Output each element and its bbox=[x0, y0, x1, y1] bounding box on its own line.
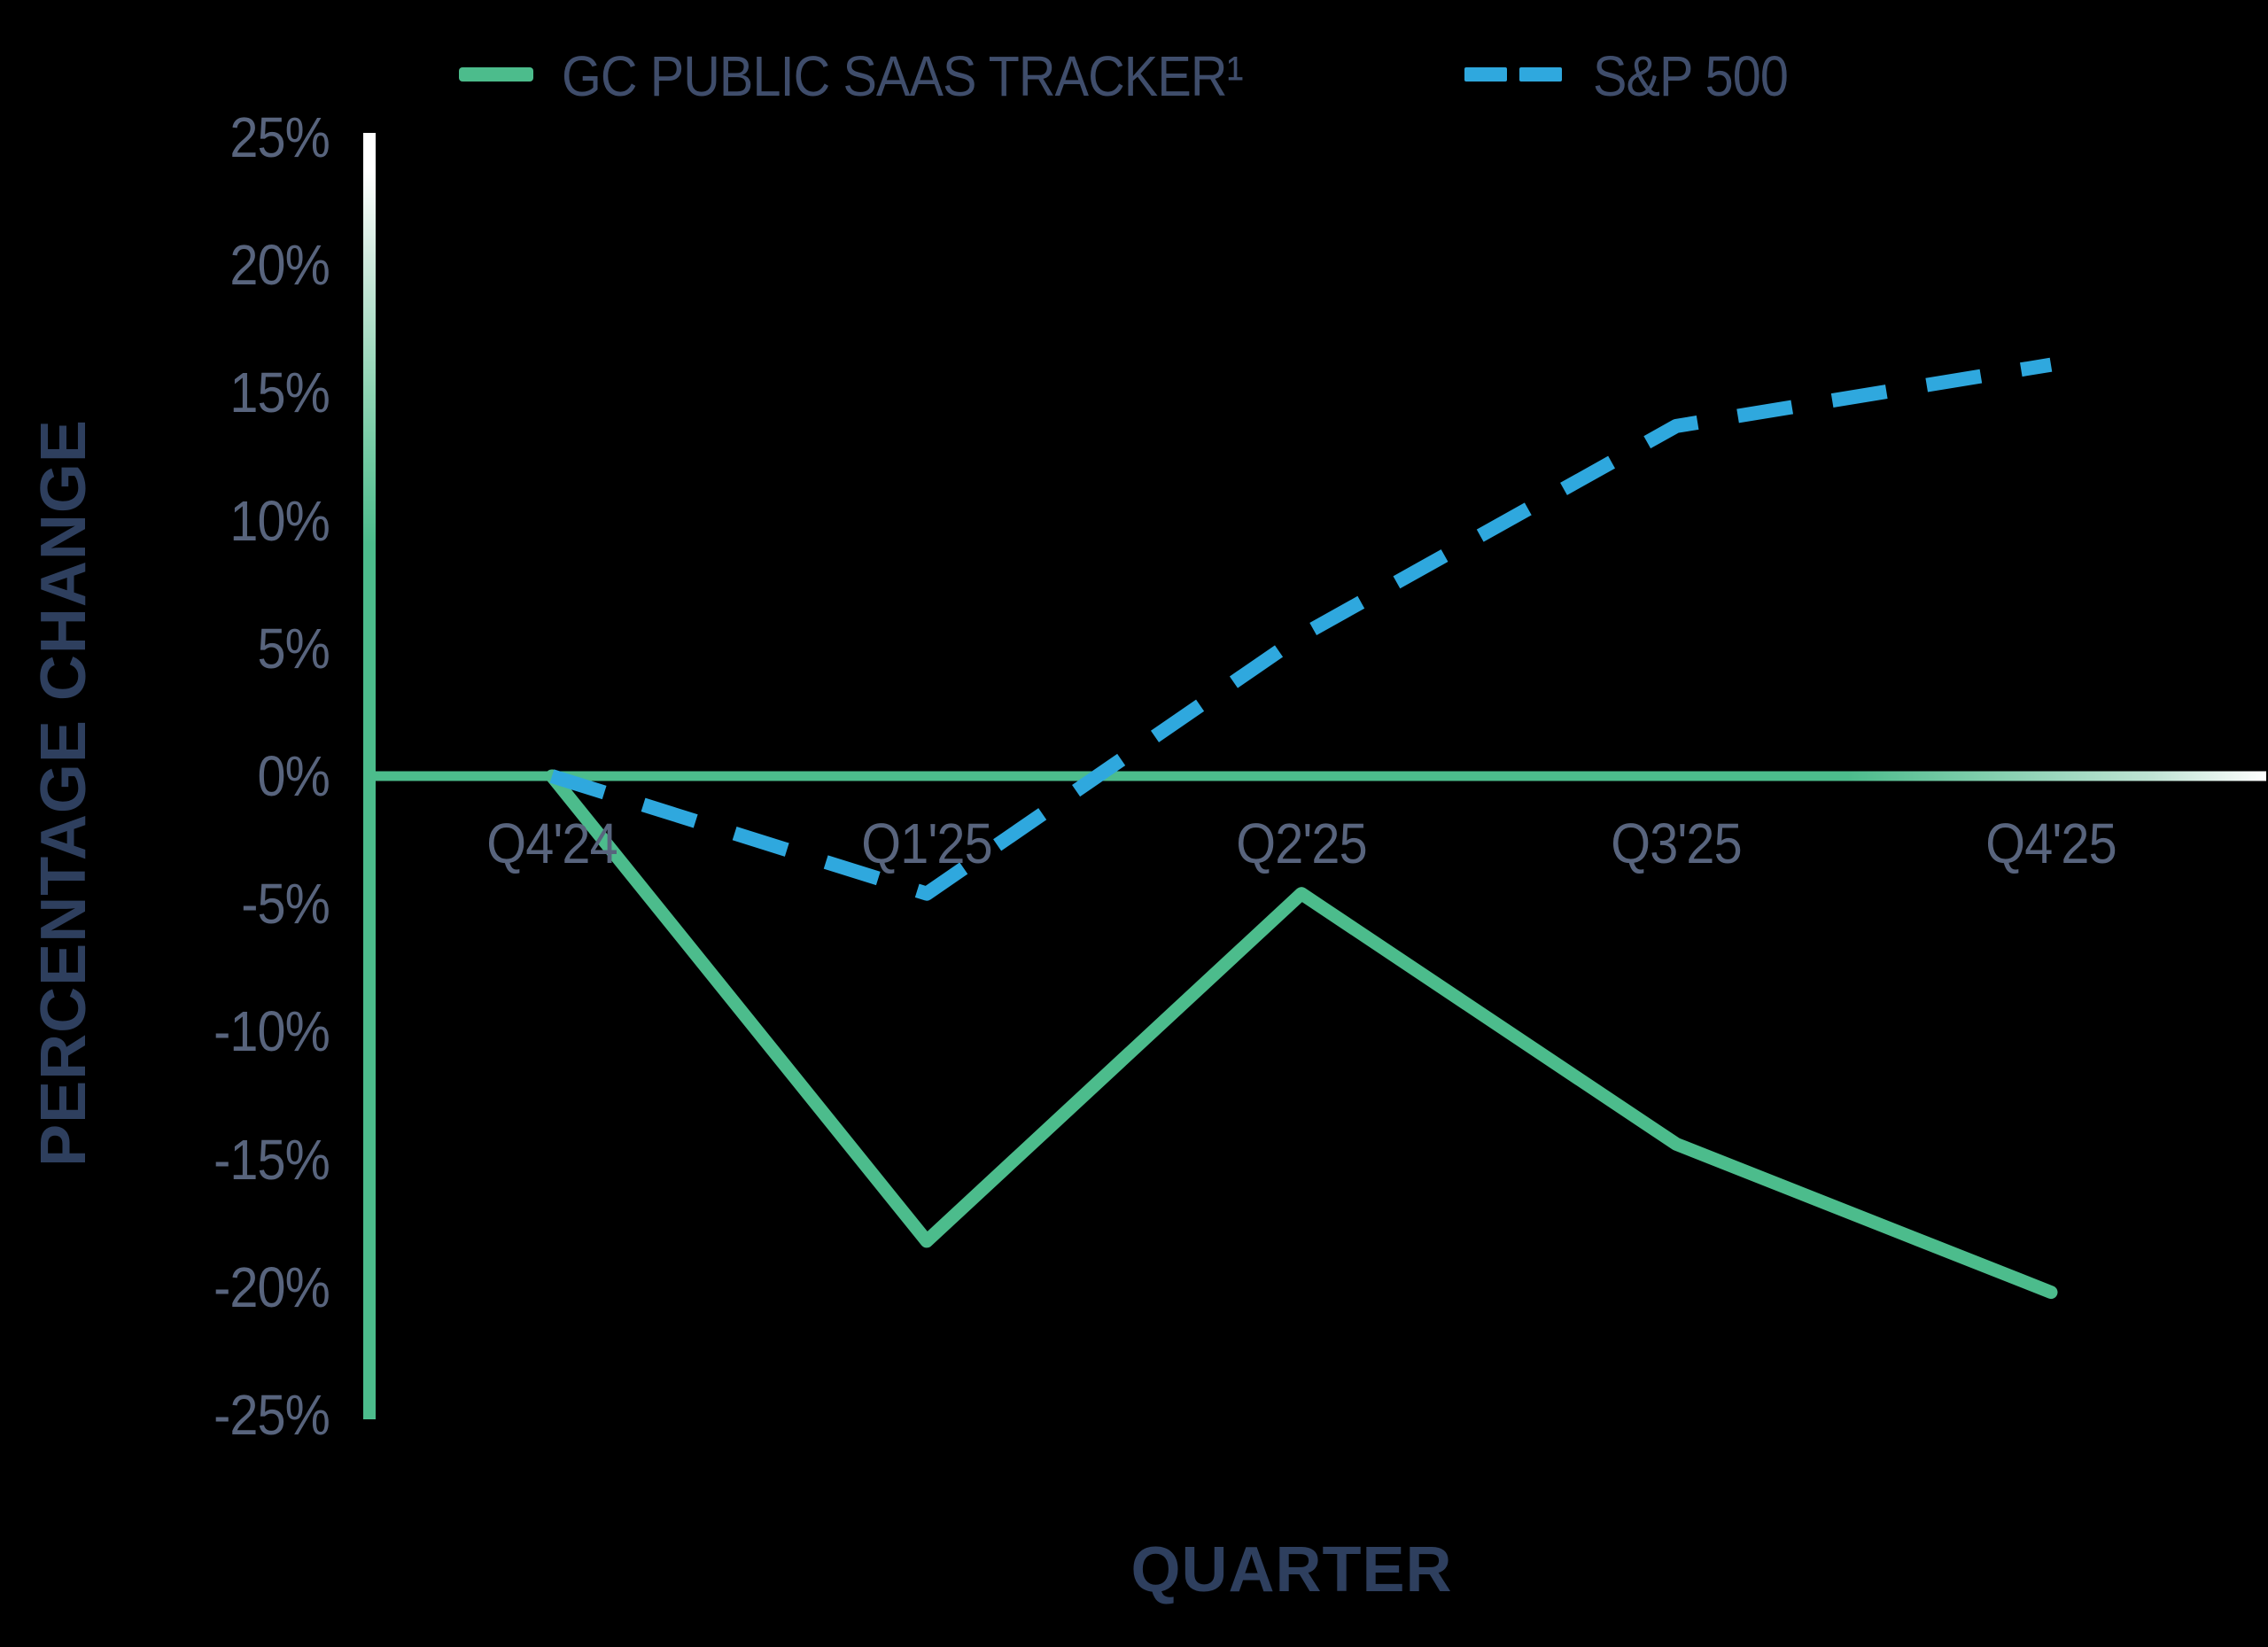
y-axis-tick-label: -25% bbox=[214, 1383, 330, 1447]
sp500-legend-dash bbox=[1464, 67, 1507, 82]
y-axis-tick-label: 20% bbox=[229, 233, 330, 298]
saas-tracker-legend-swatch bbox=[459, 67, 533, 82]
y-axis-title: PERCENTAGE CHANGE bbox=[28, 419, 99, 1167]
y-axis-tick-label: -5% bbox=[241, 872, 330, 936]
y-axis-tick-label: -10% bbox=[214, 999, 330, 1064]
sp500-legend-label: S&P 500 bbox=[1593, 44, 1789, 108]
x-axis-title: QUARTER bbox=[1130, 1534, 1453, 1605]
y-axis-tick-label: -15% bbox=[214, 1127, 330, 1192]
x-axis-tick-label: Q1'25 bbox=[861, 812, 992, 875]
saas-tracker-line bbox=[545, 769, 2058, 1300]
x-axis-tick-label: Q3'25 bbox=[1611, 812, 1742, 875]
x-axis-tick-label: Q2'25 bbox=[1236, 812, 1367, 875]
y-axis-tick-label: 5% bbox=[257, 616, 330, 680]
y-axis-tick-label: -20% bbox=[214, 1255, 330, 1319]
y-axis-tick-label: 25% bbox=[229, 105, 330, 169]
sp500-legend-swatch bbox=[1464, 67, 1562, 82]
x-axis-tick-label: Q4'25 bbox=[1985, 812, 2117, 875]
y-axis-tick-label: 15% bbox=[229, 361, 330, 425]
x-axis-tick-label: Q4'24 bbox=[486, 812, 617, 875]
y-axis-tick-label: 10% bbox=[229, 488, 330, 553]
saas-tracker-legend-label: GC PUBLIC SAAS TRACKER¹ bbox=[562, 44, 1244, 108]
y-axis-tick-label: 0% bbox=[257, 744, 330, 808]
sp500-legend-dash bbox=[1519, 67, 1562, 82]
